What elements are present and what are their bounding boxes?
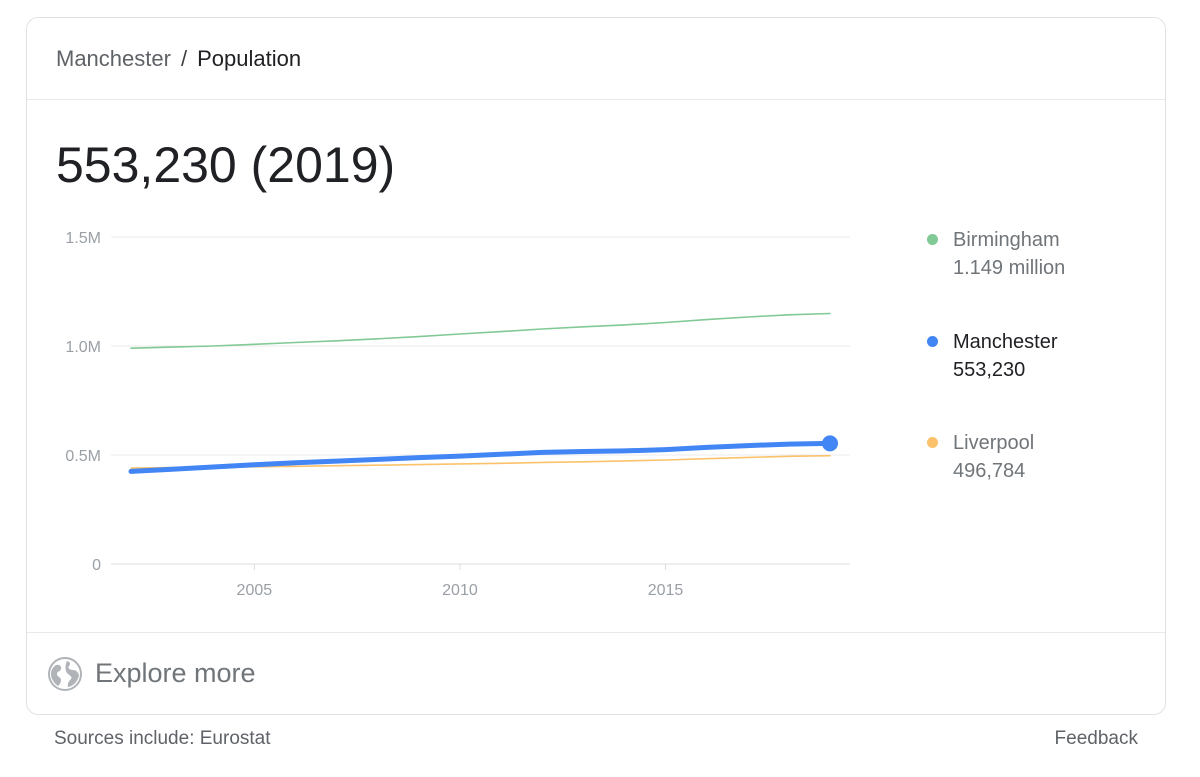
explore-more-button[interactable]: Explore more [27, 632, 1165, 714]
legend-dot-manchester [927, 336, 938, 347]
legend-item-manchester[interactable]: Manchester 553,230 [927, 328, 1058, 384]
series-line-birmingham [130, 312, 831, 350]
series-line-manchester [128, 440, 833, 474]
population-headline: 553,230 (2019) [56, 137, 396, 193]
sources-text: Sources include: Eurostat [54, 728, 271, 749]
legend-name: Liverpool [953, 432, 1035, 454]
legend-value: 496,784 [953, 460, 1026, 482]
breadcrumb-separator: / [180, 45, 188, 71]
population-chart[interactable]: 0 0.5M 1.0M 1.5M 2005 2010 2015 [27, 18, 1167, 638]
legend-dot-birmingham [927, 234, 938, 245]
legend-item-birmingham[interactable]: Birmingham 1.149 million [927, 226, 1065, 282]
legend-name: Manchester [953, 331, 1058, 353]
explore-more-label: Explore more [95, 658, 256, 688]
y-tick-label: 0.5M [65, 448, 101, 465]
x-tick-label: 2015 [648, 582, 684, 599]
feedback-link[interactable]: Feedback [1054, 728, 1138, 749]
breadcrumb-parent-link[interactable]: Manchester [56, 45, 171, 71]
series-endpoint-manchester [822, 435, 838, 452]
y-tick-label: 1.5M [65, 230, 101, 247]
legend-value: 1.149 million [953, 257, 1066, 279]
globe-icon [48, 656, 82, 691]
legend-dot-liverpool [927, 437, 938, 448]
x-tick-label: 2005 [237, 582, 273, 599]
breadcrumb-current: Population [197, 45, 302, 71]
x-tick-label: 2010 [442, 582, 478, 599]
legend-value: 553,230 [953, 359, 1026, 381]
knowledge-card: Manchester / Population 553,230 (2019) 0… [26, 17, 1166, 715]
legend-name: Birmingham [953, 229, 1060, 251]
legend-item-liverpool[interactable]: Liverpool 496,784 [927, 429, 1034, 485]
y-tick-label: 0 [92, 557, 101, 574]
breadcrumb: Manchester / Population [27, 18, 1165, 100]
y-tick-label: 1.0M [65, 339, 101, 356]
